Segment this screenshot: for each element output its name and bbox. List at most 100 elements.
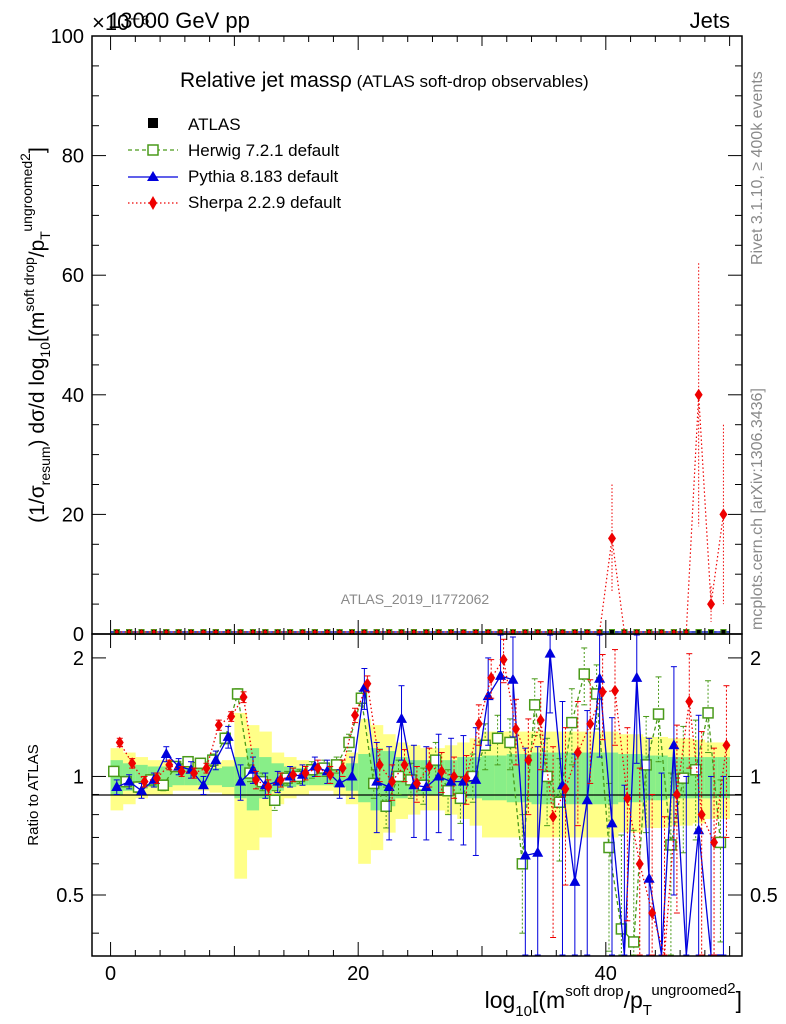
- ratio-y-tick-label-right: 1: [750, 766, 761, 788]
- ratio-pythia-point: [569, 875, 581, 886]
- atlas-point: [708, 629, 715, 635]
- ratio-pythia-point: [594, 672, 606, 683]
- legend-marker-sherpa: [149, 196, 157, 210]
- main-data-layer: [110, 263, 730, 635]
- ratio-herwig-point: [628, 936, 640, 948]
- ratio-sherpa-point: [697, 808, 706, 821]
- ratio-sherpa-point: [536, 714, 545, 727]
- main-y-tick-label: 80: [62, 146, 84, 168]
- atlas-point: [695, 629, 702, 635]
- ratio-pythia-point: [396, 712, 408, 723]
- ratio-herwig-point: [566, 716, 578, 729]
- ratio-inner-band: [209, 768, 223, 786]
- ratio-pythia-point: [136, 784, 148, 795]
- main-y-tick-label: 100: [51, 26, 84, 48]
- ratio-pythia-point: [235, 775, 247, 786]
- ratio-sherpa-point: [264, 781, 273, 794]
- ratio-sherpa-point: [499, 653, 508, 666]
- main-y-tick-label: 0: [73, 624, 84, 646]
- ratio-pythia-point: [643, 872, 655, 883]
- ratio-sherpa-point: [450, 770, 459, 783]
- ratio-pythia-point: [123, 775, 135, 786]
- x-tick-label: 0: [105, 963, 116, 985]
- ratio-herwig-point: [665, 839, 677, 851]
- ratio-pythia-point: [693, 824, 705, 835]
- x-label-p5: T: [643, 1002, 652, 1019]
- legend-label-herwig: Herwig 7.2.1 default: [188, 141, 339, 160]
- ratio-sherpa-point: [710, 836, 719, 849]
- ratio-sherpa-point: [487, 671, 496, 684]
- main-y-label-p5: soft drop: [21, 257, 37, 312]
- main-sherpa-line: [116, 394, 725, 633]
- ratio-sherpa-point: [177, 765, 186, 778]
- x-label-p1: 10: [515, 1003, 532, 1020]
- ratio-pythia-point: [544, 647, 556, 658]
- chart-title-main: Relative jet mass: [180, 69, 340, 92]
- ratio-sherpa-point: [326, 768, 335, 781]
- x-tick-label: 40: [595, 963, 617, 985]
- main-y-label-p8: ungroomed: [19, 161, 35, 232]
- ratio-sherpa-point: [239, 691, 248, 704]
- ratio-sherpa-point: [524, 754, 533, 767]
- exponent-label: ×10⁻⁶: [92, 10, 150, 35]
- ratio-herwig-point: [429, 754, 442, 766]
- ratio-sherpa-point: [388, 775, 397, 788]
- ratio-herwig-point: [268, 794, 281, 807]
- ratio-sherpa-point: [722, 739, 731, 752]
- x-label-p8: ]: [736, 987, 742, 1013]
- ratio-pythia-point: [420, 781, 432, 792]
- ratio-herwig-point: [504, 736, 516, 749]
- legend-marker-herwig: [147, 144, 159, 156]
- ratio-inner-band: [358, 754, 371, 803]
- ratio-inner-band: [482, 755, 495, 801]
- ratio-sherpa-point: [511, 722, 520, 735]
- ratio-sherpa-point: [214, 719, 223, 732]
- x-label-p0: log: [485, 987, 516, 1013]
- ratio-pythia-line: [116, 653, 724, 956]
- ratio-sherpa-point: [437, 765, 446, 778]
- atlas-point: [609, 629, 615, 635]
- ratio-inner-band: [506, 754, 520, 803]
- sherpa-point: [719, 508, 728, 521]
- ratio-sherpa-point: [400, 758, 409, 771]
- ratio-pythia-point: [606, 817, 618, 828]
- atlas-point: [720, 629, 727, 635]
- ratio-sherpa-point: [251, 773, 260, 786]
- ratio-herwig-point: [702, 707, 714, 719]
- ratio-pythia-point: [532, 846, 544, 857]
- ratio-herwig-point: [442, 784, 454, 797]
- ratio-herwig-point: [108, 765, 120, 778]
- legend: ATLAS Herwig 7.2.1 default Pythia 8.183 …: [128, 115, 341, 212]
- ratio-sherpa-point: [227, 710, 236, 723]
- ratio-panel-frame: [91, 633, 743, 957]
- ratio-pythia-point: [210, 754, 222, 765]
- ratio-herwig-point: [157, 779, 170, 791]
- ratio-pythia-point: [507, 673, 519, 684]
- ratio-pythia-point: [334, 777, 346, 788]
- main-y-label-p2: ) dσ/d log: [26, 358, 49, 447]
- ratio-sherpa-point: [425, 760, 434, 773]
- ratio-sherpa-point: [301, 767, 310, 780]
- ratio-herwig-point: [528, 699, 541, 711]
- main-y-label-p1: resum: [37, 446, 53, 485]
- sherpa-point: [707, 598, 716, 611]
- ratio-herwig-point: [491, 732, 504, 745]
- main-y-axis: 0 20 40 60 80 100: [51, 26, 742, 646]
- ratio-sherpa-point: [474, 717, 483, 730]
- ratio-sherpa-point: [586, 717, 595, 730]
- ratio-pythia-point: [383, 781, 395, 792]
- ratio-sherpa-point: [412, 777, 421, 790]
- ratio-herwig-point: [677, 772, 690, 784]
- chart-title: Relative jet massρ (ATLAS soft-drop obse…: [180, 69, 589, 92]
- ratio-x-axis: 0 20 40: [105, 36, 731, 985]
- mcplots-label: mcplots.cern.ch [arXiv:1306.3436]: [749, 388, 766, 630]
- ratio-pythia-point: [445, 775, 457, 786]
- sherpa-point: [608, 532, 616, 545]
- ratio-sherpa-point: [672, 788, 681, 801]
- x-label-p7: 2: [727, 980, 735, 997]
- ratio-sherpa-point: [648, 907, 657, 920]
- analysis-id: ATLAS_2019_I1772062: [341, 591, 490, 607]
- ratio-sherpa-point: [351, 709, 359, 722]
- ratio-pythia-point: [160, 748, 172, 759]
- ratio-sherpa-point: [598, 685, 607, 698]
